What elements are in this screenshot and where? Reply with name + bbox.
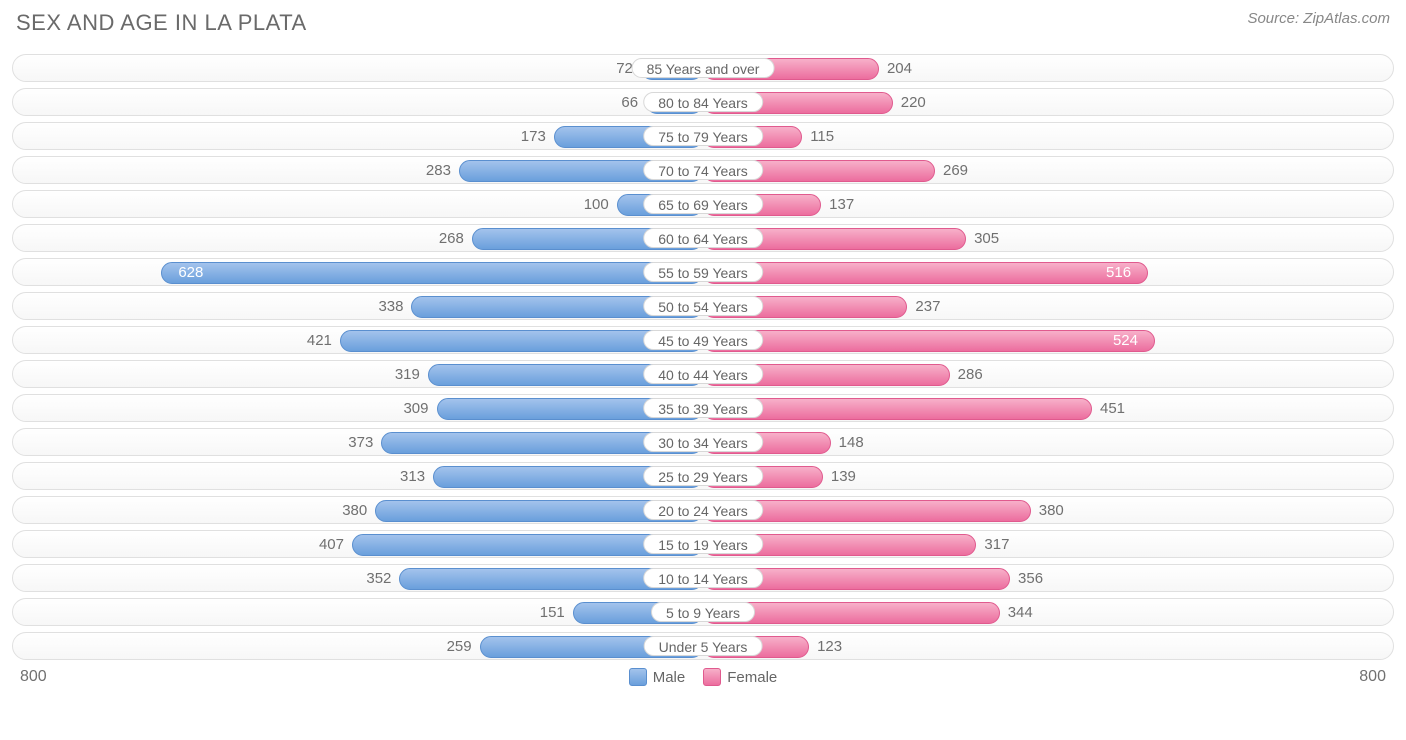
male-value-label: 151 — [540, 599, 565, 627]
pyramid-row: 319 286 40 to 44 Years — [12, 360, 1394, 388]
axis-right-max: 800 — [1359, 668, 1386, 686]
male-value-label: 309 — [403, 395, 428, 423]
male-value-label: 173 — [521, 123, 546, 151]
female-bar — [703, 262, 1148, 284]
female-value-label: 356 — [1018, 565, 1043, 593]
male-bar — [161, 262, 703, 284]
male-value-label: 421 — [307, 327, 332, 355]
pyramid-row: 313 139 25 to 29 Years — [12, 462, 1394, 490]
pyramid-row: 373 148 30 to 34 Years — [12, 428, 1394, 456]
category-label: 45 to 49 Years — [643, 330, 763, 350]
male-value-label: 352 — [366, 565, 391, 593]
category-label: 50 to 54 Years — [643, 296, 763, 316]
category-label: 15 to 19 Years — [643, 534, 763, 554]
pyramid-row: 268 305 60 to 64 Years — [12, 224, 1394, 252]
female-value-label: 516 — [1106, 259, 1131, 287]
pyramid-row: 151 344 5 to 9 Years — [12, 598, 1394, 626]
population-pyramid-chart: 72 204 85 Years and over 66 220 80 to 84 Year… — [12, 54, 1394, 660]
female-value-label: 220 — [901, 89, 926, 117]
chart-title: SEX AND AGE IN LA PLATA — [16, 10, 307, 36]
male-value-label: 259 — [447, 633, 472, 661]
female-value-label: 115 — [810, 123, 834, 151]
male-value-label: 313 — [400, 463, 425, 491]
category-label: 70 to 74 Years — [643, 160, 763, 180]
pyramid-row: 309 451 35 to 39 Years — [12, 394, 1394, 422]
category-label: 20 to 24 Years — [643, 500, 763, 520]
pyramid-row: 407 317 15 to 19 Years — [12, 530, 1394, 558]
pyramid-row: 283 269 70 to 74 Years — [12, 156, 1394, 184]
pyramid-row: 100 137 65 to 69 Years — [12, 190, 1394, 218]
female-swatch-icon — [703, 668, 721, 686]
female-bar — [703, 330, 1155, 352]
legend-female-label: Female — [727, 669, 777, 686]
category-label: 5 to 9 Years — [651, 602, 755, 622]
female-value-label: 137 — [829, 191, 854, 219]
male-value-label: 268 — [439, 225, 464, 253]
legend-male-label: Male — [653, 669, 686, 686]
category-label: 80 to 84 Years — [643, 92, 763, 112]
male-value-label: 338 — [378, 293, 403, 321]
pyramid-row: 380 380 20 to 24 Years — [12, 496, 1394, 524]
category-label: 55 to 59 Years — [643, 262, 763, 282]
pyramid-row: 352 356 10 to 14 Years — [12, 564, 1394, 592]
male-value-label: 72 — [616, 55, 633, 83]
female-value-label: 344 — [1008, 599, 1033, 627]
chart-source: Source: ZipAtlas.com — [1247, 10, 1390, 27]
female-value-label: 148 — [839, 429, 864, 457]
category-label: 35 to 39 Years — [643, 398, 763, 418]
category-label: 40 to 44 Years — [643, 364, 763, 384]
female-value-label: 204 — [887, 55, 912, 83]
chart-header: SEX AND AGE IN LA PLATA Source: ZipAtlas… — [12, 10, 1394, 36]
female-value-label: 237 — [915, 293, 940, 321]
legend-item-male: Male — [629, 668, 686, 686]
female-value-label: 524 — [1113, 327, 1138, 355]
female-value-label: 451 — [1100, 395, 1125, 423]
category-label: 30 to 34 Years — [643, 432, 763, 452]
female-value-label: 305 — [974, 225, 999, 253]
pyramid-row: 259 123 Under 5 Years — [12, 632, 1394, 660]
category-label: 10 to 14 Years — [643, 568, 763, 588]
male-value-label: 100 — [584, 191, 609, 219]
category-label: 85 Years and over — [632, 58, 775, 78]
pyramid-row: 628 516 55 to 59 Years — [12, 258, 1394, 286]
category-label: 65 to 69 Years — [643, 194, 763, 214]
legend-item-female: Female — [703, 668, 777, 686]
female-value-label: 269 — [943, 157, 968, 185]
female-value-label: 380 — [1039, 497, 1064, 525]
pyramid-row: 421 524 45 to 49 Years — [12, 326, 1394, 354]
category-label: Under 5 Years — [644, 636, 763, 656]
male-value-label: 407 — [319, 531, 344, 559]
category-label: 75 to 79 Years — [643, 126, 763, 146]
male-swatch-icon — [629, 668, 647, 686]
pyramid-row: 173 115 75 to 79 Years — [12, 122, 1394, 150]
male-value-label: 66 — [621, 89, 638, 117]
pyramid-row: 66 220 80 to 84 Years — [12, 88, 1394, 116]
pyramid-row: 338 237 50 to 54 Years — [12, 292, 1394, 320]
category-label: 60 to 64 Years — [643, 228, 763, 248]
pyramid-row: 72 204 85 Years and over — [12, 54, 1394, 82]
male-value-label: 319 — [395, 361, 420, 389]
female-value-label: 286 — [958, 361, 983, 389]
male-value-label: 373 — [348, 429, 373, 457]
female-value-label: 317 — [984, 531, 1009, 559]
male-value-label: 283 — [426, 157, 451, 185]
chart-footer: 800 Male Female 800 — [12, 668, 1394, 686]
category-label: 25 to 29 Years — [643, 466, 763, 486]
male-value-label: 628 — [178, 259, 203, 287]
legend: Male Female — [629, 668, 778, 686]
axis-left-max: 800 — [20, 668, 47, 686]
female-value-label: 123 — [817, 633, 842, 661]
male-value-label: 380 — [342, 497, 367, 525]
female-value-label: 139 — [831, 463, 856, 491]
